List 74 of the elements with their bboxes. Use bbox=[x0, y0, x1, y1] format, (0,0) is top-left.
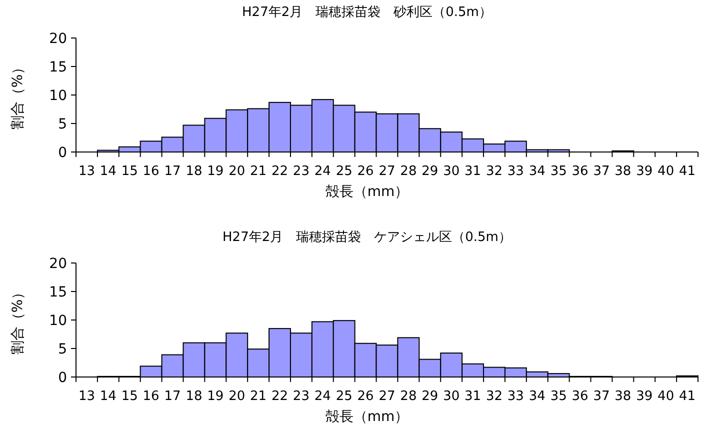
y-axis-title: 割合（%） bbox=[10, 285, 26, 355]
y-tick-label: 10 bbox=[49, 88, 67, 104]
x-tick-label: 24 bbox=[314, 164, 331, 179]
x-tick-label: 26 bbox=[357, 164, 374, 179]
x-tick-label: 18 bbox=[186, 389, 202, 404]
x-tick-label: 13 bbox=[78, 164, 95, 179]
x-tick-label: 16 bbox=[142, 389, 160, 404]
y-tick-label: 5 bbox=[58, 116, 67, 132]
x-tick-label: 27 bbox=[378, 164, 396, 179]
x-tick-label: 38 bbox=[614, 164, 632, 179]
x-tick-label: 26 bbox=[357, 389, 374, 404]
y-tick-label: 20 bbox=[49, 256, 67, 272]
x-tick-label: 24 bbox=[314, 389, 331, 404]
x-tick-label: 30 bbox=[443, 164, 460, 179]
y-axis-title: 割合（%） bbox=[10, 60, 26, 130]
x-axis-title: 殻長（mm） bbox=[325, 184, 409, 200]
x-tick-label: 39 bbox=[636, 164, 653, 179]
x-tick-label: 17 bbox=[164, 164, 181, 179]
y-tick-label: 15 bbox=[49, 284, 67, 300]
x-tick-label: 23 bbox=[292, 164, 310, 179]
y-tick-label: 15 bbox=[49, 59, 67, 76]
x-tick-label: 39 bbox=[636, 389, 653, 404]
x-tick-label: 37 bbox=[593, 389, 610, 404]
x-tick-label: 30 bbox=[443, 389, 460, 404]
x-tick-label: 14 bbox=[100, 389, 116, 404]
x-tick-label: 20 bbox=[228, 164, 246, 179]
x-tick-label: 21 bbox=[250, 389, 267, 404]
y-tick-label: 0 bbox=[58, 370, 67, 386]
chart-title: H27年2月 瑞穂採苗袋 砂利区（0.5m） bbox=[242, 5, 492, 20]
x-tick-label: 36 bbox=[572, 389, 588, 404]
x-tick-label: 25 bbox=[336, 389, 352, 404]
x-tick-label: 15 bbox=[121, 164, 138, 179]
x-tick-label: 40 bbox=[658, 389, 674, 404]
y-tick-label: 0 bbox=[58, 144, 67, 161]
x-tick-label: 31 bbox=[464, 164, 482, 179]
x-tick-label: 19 bbox=[207, 389, 224, 404]
x-tick-label: 36 bbox=[572, 164, 588, 179]
x-tick-label: 41 bbox=[679, 164, 696, 179]
x-tick-label: 33 bbox=[507, 164, 524, 179]
x-tick-label: 35 bbox=[550, 164, 567, 179]
chart-title: H27年2月 瑞穂採苗袋 ケアシェル区（0.5m） bbox=[222, 230, 512, 245]
x-tick-label: 37 bbox=[593, 164, 610, 179]
x-tick-label: 40 bbox=[658, 164, 674, 179]
x-tick-label: 29 bbox=[422, 389, 438, 404]
x-tick-label: 38 bbox=[614, 389, 632, 404]
x-tick-label: 31 bbox=[464, 389, 482, 404]
x-tick-label: 17 bbox=[164, 389, 181, 404]
x-tick-label: 18 bbox=[186, 164, 202, 179]
x-tick-label: 32 bbox=[486, 164, 503, 179]
x-tick-label: 28 bbox=[400, 164, 417, 179]
x-tick-label: 15 bbox=[121, 389, 138, 404]
y-tick-label: 5 bbox=[58, 341, 67, 358]
x-axis-title: 殻長（mm） bbox=[325, 409, 409, 425]
x-tick-label: 16 bbox=[142, 164, 160, 179]
x-tick-label: 22 bbox=[271, 389, 288, 404]
x-tick-label: 33 bbox=[507, 389, 524, 404]
x-tick-label: 25 bbox=[336, 164, 352, 179]
y-tick-label: 20 bbox=[49, 30, 67, 47]
x-tick-label: 20 bbox=[228, 389, 246, 404]
x-tick-label: 28 bbox=[400, 389, 417, 404]
x-tick-label: 21 bbox=[250, 164, 267, 179]
y-tick-label: 10 bbox=[49, 312, 67, 329]
x-tick-label: 29 bbox=[422, 164, 438, 179]
x-tick-label: 34 bbox=[528, 164, 546, 179]
x-tick-label: 19 bbox=[207, 164, 224, 179]
x-tick-label: 22 bbox=[271, 164, 288, 179]
x-tick-label: 35 bbox=[550, 389, 567, 404]
x-tick-label: 14 bbox=[100, 164, 116, 179]
x-tick-label: 13 bbox=[78, 389, 95, 404]
x-tick-label: 41 bbox=[679, 389, 696, 404]
x-tick-label: 34 bbox=[528, 389, 546, 404]
x-tick-label: 27 bbox=[378, 389, 396, 404]
x-tick-label: 32 bbox=[486, 389, 503, 404]
x-tick-label: 23 bbox=[292, 389, 310, 404]
